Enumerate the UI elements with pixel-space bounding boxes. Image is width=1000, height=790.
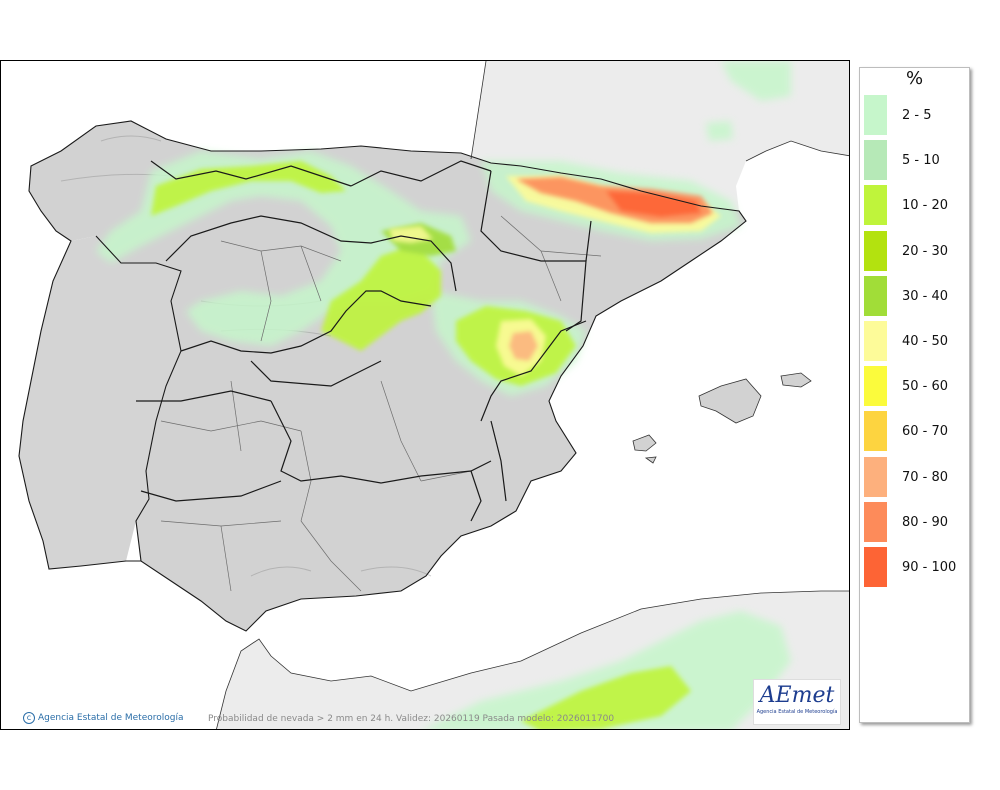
- prob-area-alps: [721, 61, 791, 101]
- legend-item: 50 - 60: [864, 366, 968, 407]
- legend-swatch: [864, 95, 887, 135]
- logo-subtitle: Agencia Estatal de Meteorología: [756, 709, 838, 715]
- legend-swatch: [864, 230, 887, 271]
- mallorca-island: [698, 378, 762, 424]
- map-caption: Probabilidad de nevada > 2 mm en 24 h. V…: [208, 714, 615, 724]
- legend-item: 30 - 40: [864, 275, 968, 316]
- prob-band-africa: [521, 666, 691, 729]
- coastline: [18, 120, 747, 632]
- legend-label: 40 - 50: [902, 334, 949, 349]
- legend-label: 10 - 20: [902, 198, 949, 214]
- legend-swatch: [864, 140, 887, 181]
- legend-label: 70 - 80: [902, 469, 949, 485]
- legend-swatch: [864, 275, 887, 316]
- legend-label: 90 - 100: [902, 560, 957, 575]
- legend-item: 5 - 10: [864, 140, 968, 181]
- legend-swatch: [864, 411, 887, 452]
- spain-landmass: [29, 121, 746, 631]
- legend-swatch: [864, 456, 887, 497]
- prob-core-iberian-peak: [509, 331, 538, 361]
- legend-label: 50 - 60: [902, 379, 949, 395]
- legend-item: 60 - 70: [864, 411, 968, 452]
- logo-wordmark: AEmet: [759, 683, 835, 708]
- france-coast: [470, 61, 849, 162]
- forecast-map: c Agencia Estatal de Meteorología Probabi…: [0, 60, 850, 730]
- menorca-island: [780, 372, 812, 388]
- portugal-spain-border: [95, 235, 182, 562]
- legend-item: 70 - 80: [864, 456, 968, 497]
- legend-title: %: [905, 68, 924, 89]
- legend-label: 80 - 90: [902, 514, 949, 530]
- ibiza-island: [632, 434, 657, 452]
- region-borders: [160, 215, 602, 592]
- legend-swatch: [864, 321, 887, 361]
- credit-label: Agencia Estatal de Meteorología: [38, 713, 184, 723]
- map-canvas: [18, 61, 849, 729]
- legend-swatch: [864, 547, 887, 587]
- snow-probability-fields: [96, 61, 791, 729]
- legend-item: 90 - 100: [864, 547, 968, 587]
- legend: % 2 - 5 5 - 10 10 - 20 20 - 30 30 - 40 40 - 5…: [859, 67, 970, 723]
- legend-item: 10 - 20: [864, 185, 968, 226]
- community-borders: [136, 160, 592, 522]
- legend-swatch: [864, 366, 887, 407]
- legend-label: 30 - 40: [902, 288, 949, 304]
- legend-label: 60 - 70: [902, 424, 949, 440]
- prob-core-iberico: [389, 226, 433, 243]
- france-landmass: [471, 61, 849, 213]
- prob-area-africa: [425, 611, 791, 729]
- prob-core-pyrenees-peak: [606, 191, 701, 217]
- credit-text: c Agencia Estatal de Meteorología: [23, 712, 184, 724]
- prob-area-massif: [706, 121, 733, 141]
- legend-swatch: [864, 501, 887, 542]
- legend-item: 20 - 30: [864, 230, 968, 271]
- prob-band-sistema-central: [321, 249, 441, 351]
- legend-item: 2 - 5: [864, 95, 968, 135]
- legend-item: 80 - 90: [864, 501, 968, 542]
- legend-label: 2 - 5: [902, 108, 932, 123]
- legend-label: 5 - 10: [902, 153, 940, 169]
- portugal-landmass: [19, 236, 181, 569]
- legend-label: 20 - 30: [902, 243, 949, 259]
- legend-item: 40 - 50: [864, 321, 968, 361]
- aemet-logo: AEmet Agencia Estatal de Meteorología: [753, 679, 841, 725]
- legend-swatch: [864, 185, 887, 226]
- africa-coast: [216, 590, 849, 729]
- copyright-icon: c: [23, 712, 35, 724]
- formentera-island: [644, 456, 657, 464]
